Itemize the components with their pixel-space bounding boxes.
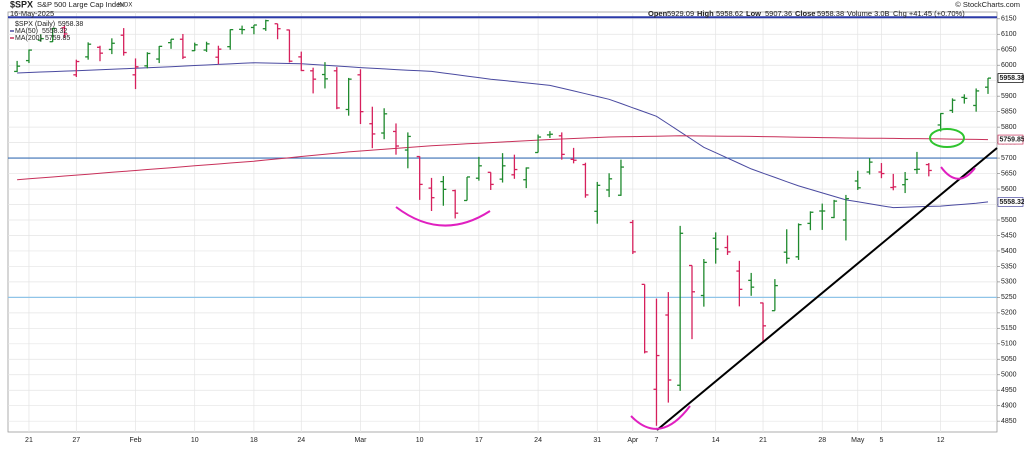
x-tick-label: 21 [759,437,767,444]
summary-label: High [697,9,714,18]
y-tick-label: 5200 [1001,310,1017,317]
y-tick-label: 4950 [1001,387,1017,394]
x-tick-label: 28 [818,437,826,444]
summary-value: 5907.36 [765,9,792,18]
x-tick-label: 27 [72,437,80,444]
value-box-label: 5558.32 [1000,199,1024,206]
exchange: INDX [118,3,132,9]
x-tick-label: Apr [627,437,639,444]
x-tick-label: 14 [712,437,720,444]
y-tick-label: 5650 [1001,170,1017,177]
x-tick-label: Feb [129,437,141,444]
y-tick-label: 5350 [1001,263,1017,270]
y-tick-label: 6050 [1001,47,1017,54]
y-tick-label: 5500 [1001,217,1017,224]
y-tick-label: 5000 [1001,372,1017,379]
legend-value: 5558.32 [42,28,67,35]
value-box-label: 5759.85 [1000,136,1024,143]
x-tick-label: 10 [416,437,424,444]
y-tick-label: 5300 [1001,279,1017,286]
credit: © StockCharts.com [955,0,1020,9]
summary-value: 5958.62 [716,9,743,18]
value-box-label: 5958.38 [1000,75,1024,82]
y-tick-label: 6100 [1001,31,1017,38]
y-tick-label: 4850 [1001,418,1017,425]
y-tick-label: 6000 [1001,62,1017,69]
x-tick-label: 21 [25,437,33,444]
y-tick-label: 5600 [1001,186,1017,193]
x-tick-label: May [851,437,865,444]
legend-value: 5759.85 [45,35,70,42]
summary-value: 5958.38 [817,9,844,18]
y-tick-label: 5450 [1001,232,1017,239]
date: 16-May-2025 [10,9,54,18]
x-tick-label: 17 [475,437,483,444]
y-tick-label: 5900 [1001,93,1017,100]
y-tick-label: 5800 [1001,124,1017,131]
x-tick-label: 12 [937,437,945,444]
symbol: $SPX [10,0,33,9]
legend-label: MA(200) [15,35,42,42]
summary-label: Close [795,9,815,18]
x-tick-label: 7 [655,437,659,444]
y-tick-label: 6150 [1001,16,1017,23]
x-tick-label: 5 [879,437,883,444]
summary-label: Low [746,9,761,18]
legend-main-value: 5958.38 [58,21,83,28]
summary-value: Chg +41.45 (+0.70%) [893,9,965,18]
x-tick-label: 18 [250,437,258,444]
index-name: S&P 500 Large Cap Index [37,0,124,9]
legend-label: MA(50) [15,28,38,35]
x-tick-label: 31 [593,437,601,444]
summary-value: Volume 3.0B [847,9,890,18]
y-tick-label: 5700 [1001,155,1017,162]
y-tick-label: 5850 [1001,109,1017,116]
y-tick-label: 5400 [1001,248,1017,255]
y-tick-label: 5250 [1001,294,1017,301]
y-tick-label: 5050 [1001,356,1017,363]
y-tick-label: 4900 [1001,403,1017,410]
x-tick-label: Mar [354,437,367,444]
summary-label: Open [648,9,668,18]
legend-main: $SPX (Daily) [15,21,55,28]
x-tick-label: 24 [297,437,305,444]
x-tick-label: 24 [534,437,542,444]
y-tick-label: 5150 [1001,325,1017,332]
y-tick-label: 5100 [1001,341,1017,348]
summary-value: 5929.09 [667,9,694,18]
x-tick-label: 10 [191,437,199,444]
